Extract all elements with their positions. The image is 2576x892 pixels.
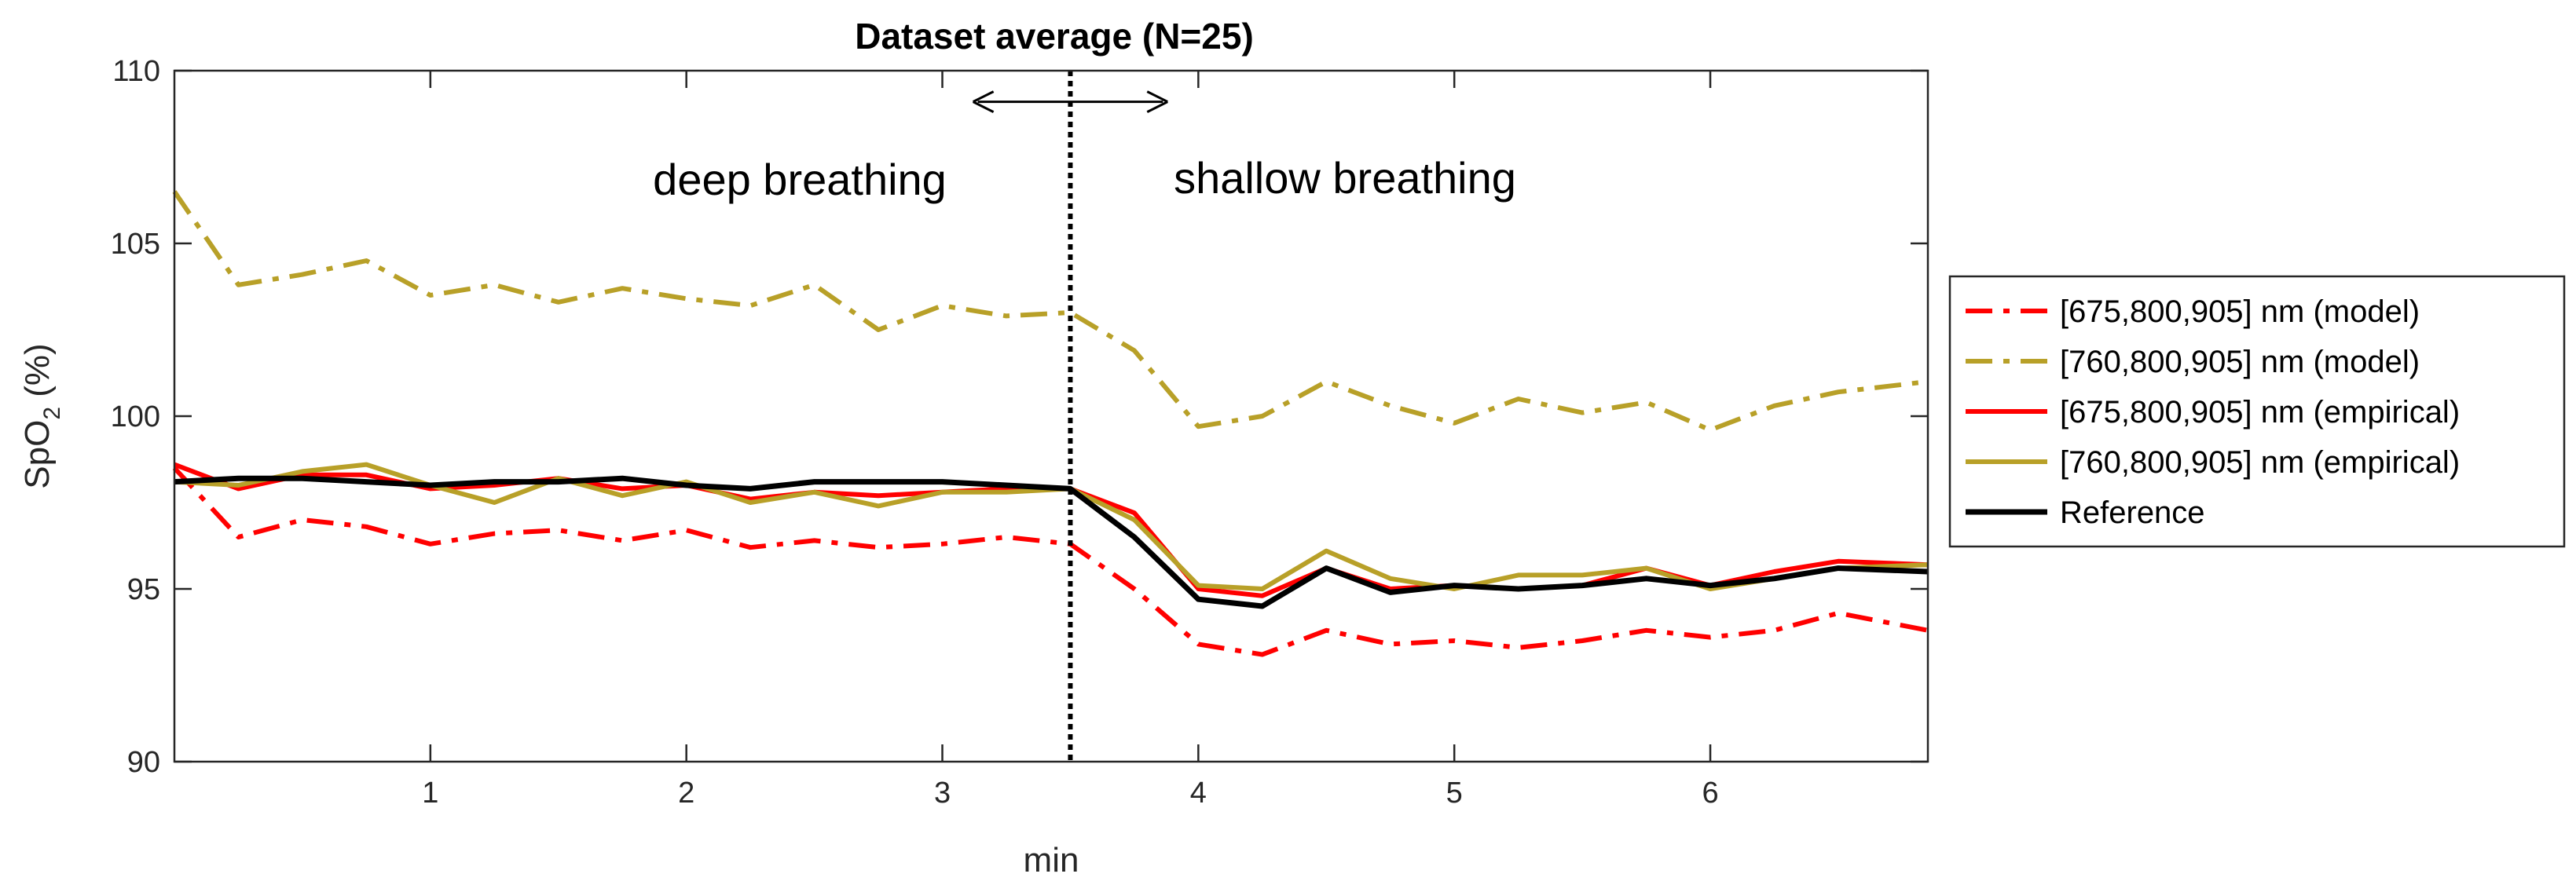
- plot-area: deep breathing shallow breathing: [172, 71, 1929, 762]
- x-axis-label: min: [1024, 841, 1079, 879]
- series-line-4: [174, 475, 1929, 609]
- y-axis-label: SpO2 (%): [18, 343, 65, 488]
- x-tick-label-4: 5: [1446, 777, 1463, 810]
- shallow-breathing-label: shallow breathing: [1174, 153, 1516, 203]
- x-tick-label-2: 3: [934, 777, 951, 810]
- legend-box: [1948, 275, 2566, 548]
- series-line-1: [172, 190, 1929, 433]
- legend-label-2: [675,800,905] nm (empirical): [2060, 395, 2460, 430]
- y-tick-label-2: 100: [111, 400, 160, 433]
- series-line-0: [172, 466, 1929, 657]
- legend-label-4: Reference: [2060, 495, 2205, 530]
- legend-label-0: [675,800,905] nm (model): [2060, 294, 2420, 329]
- x-tick-label-5: 6: [1702, 777, 1718, 810]
- double-arrow-left-head: [972, 90, 995, 113]
- double-arrow-right-head: [1146, 90, 1168, 113]
- series-line-3: [174, 462, 1929, 591]
- legend-label-3: [760,800,905] nm (empirical): [2060, 445, 2460, 480]
- deep-breathing-label: deep breathing: [653, 155, 947, 204]
- y-tick-label-1: 95: [127, 573, 160, 606]
- legend: [675,800,905] nm (model) [760,800,905] nm…: [1948, 275, 2566, 548]
- x-tick-label-1: 2: [678, 777, 694, 810]
- y-axis-label-subscript: 2: [39, 407, 65, 420]
- x-tick-label-0: 1: [422, 777, 438, 810]
- chart-title: Dataset average (N=25): [855, 16, 1254, 57]
- y-tick-label-3: 105: [111, 228, 160, 261]
- y-axis-label-main: SpO: [18, 420, 57, 489]
- x-tick-label-3: 4: [1190, 777, 1207, 810]
- y-axis-label-unit: (%): [18, 343, 57, 407]
- legend-label-1: [760,800,905] nm (model): [2060, 345, 2420, 379]
- y-tick-label-4: 110: [112, 55, 160, 88]
- y-tick-label-0: 90: [127, 746, 160, 779]
